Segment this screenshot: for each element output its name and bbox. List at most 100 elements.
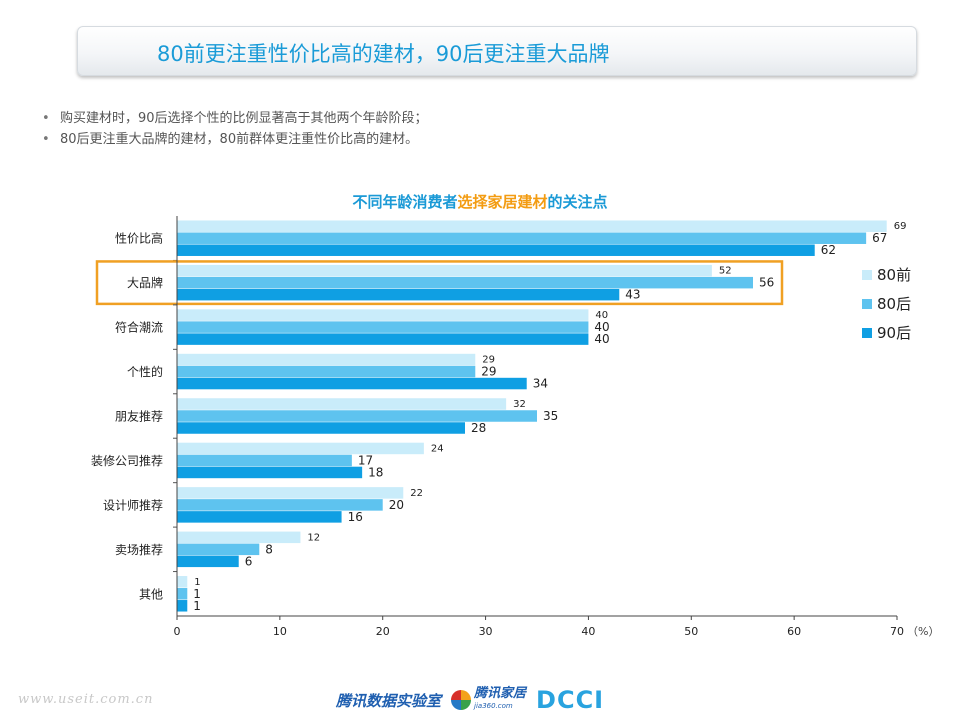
- category-label: 符合潮流: [115, 320, 163, 335]
- data-label: 56: [759, 276, 774, 290]
- x-unit-label: （%）: [907, 625, 939, 638]
- data-label: 28: [471, 421, 486, 435]
- category-label: 个性的: [127, 364, 163, 379]
- data-label: 40: [594, 320, 609, 334]
- bar-80后: [177, 232, 867, 244]
- bullet-marker: •: [42, 111, 50, 126]
- data-label: 52: [719, 266, 732, 277]
- data-label: 24: [431, 443, 444, 454]
- data-label: 20: [389, 498, 404, 512]
- bullet-marker: •: [42, 132, 50, 147]
- legend-swatch: [862, 327, 872, 338]
- tencent-data-lab-logo: 腾讯数据实验室: [336, 691, 442, 710]
- bar-80前: [177, 264, 712, 277]
- x-tick-label: 70: [890, 625, 904, 638]
- x-tick-label: 40: [581, 625, 595, 638]
- category-label: 性价比高: [115, 231, 163, 246]
- bar-80前: [177, 576, 188, 588]
- data-label: 6: [245, 554, 253, 568]
- title-banner: 80前更注重性价比高的建材，90后更注重大品牌: [77, 26, 917, 76]
- category-label: 朋友推荐: [115, 410, 163, 424]
- bar-80后: [177, 365, 476, 378]
- category-label: 卖场推荐: [115, 543, 163, 557]
- data-label: 40: [594, 332, 609, 346]
- data-label: 62: [821, 243, 836, 257]
- bar-80后: [177, 499, 383, 511]
- bar-80前: [177, 442, 424, 455]
- data-label: 22: [410, 488, 423, 499]
- data-label: 1: [193, 599, 201, 613]
- bar-80后: [177, 588, 188, 600]
- summary-bullets: • 购买建材时，90后选择个性的比例显著高于其他两个年龄阶段； • 80后更注重大品…: [42, 107, 428, 149]
- x-tick-label: 20: [376, 625, 390, 638]
- data-label: 16: [348, 510, 363, 524]
- page-title: 80前更注重性价比高的建材，90后更注重大品牌: [157, 42, 610, 66]
- data-label: 32: [513, 399, 526, 410]
- data-label: 18: [368, 465, 383, 479]
- bar-90后: [177, 466, 363, 479]
- bar-80前: [177, 309, 589, 321]
- bar-90后: [177, 333, 589, 345]
- bar-90后: [177, 511, 342, 523]
- data-label: 17: [358, 453, 373, 467]
- legend-label: 80后: [877, 295, 912, 313]
- data-label: 8: [265, 542, 273, 556]
- tencent-home-name: 腾讯家居: [474, 686, 527, 701]
- bar-90后: [177, 244, 815, 256]
- x-tick-label: 10: [273, 625, 287, 638]
- bar-80后: [177, 410, 537, 422]
- bar-90后: [177, 377, 527, 390]
- data-label: 29: [481, 365, 496, 379]
- bar-80后: [177, 276, 753, 289]
- watermark-url: www.useit.com.cn: [18, 692, 154, 707]
- legend-swatch: [862, 298, 872, 309]
- footer-logos: 腾讯数据实验室 腾讯家居 jia360.com DCCI: [336, 686, 604, 714]
- category-label: 大品牌: [127, 276, 163, 290]
- legend-item: 90后: [862, 318, 911, 347]
- bar-80后: [177, 543, 260, 556]
- data-label: 40: [595, 310, 608, 321]
- x-tick-label: 50: [684, 625, 698, 638]
- data-label: 35: [543, 409, 558, 423]
- bar-80后: [177, 454, 352, 467]
- data-label: 29: [482, 355, 495, 366]
- data-label: 1: [194, 577, 200, 588]
- tencent-home-emblem-icon: [451, 690, 472, 710]
- chart-title-part: 不同年龄消费者: [352, 193, 458, 211]
- chart-title: 不同年龄消费者选择家居建材的关注点: [0, 191, 960, 212]
- highlight-box: [95, 260, 784, 306]
- dcci-logo: DCCI: [536, 686, 605, 714]
- data-label: 1: [193, 587, 201, 601]
- bar-90后: [177, 422, 465, 434]
- tencent-home-domain: jia360.com: [474, 702, 513, 710]
- bar-90后: [177, 288, 620, 301]
- bar-80前: [177, 353, 476, 366]
- bar-90后: [177, 555, 239, 568]
- category-label: 设计师推荐: [103, 498, 163, 512]
- data-label: 12: [307, 532, 320, 543]
- bullet-text: 80后更注重大品牌的建材，80前群体更注重性价比高的建材。: [60, 132, 419, 147]
- bar-80后: [177, 321, 589, 333]
- x-tick-label: 0: [174, 625, 181, 638]
- x-tick-label: 30: [479, 625, 493, 638]
- chart-title-highlight: 选择家居建材: [457, 193, 548, 211]
- data-label: 67: [872, 231, 887, 245]
- legend-item: 80前: [862, 260, 911, 289]
- chart-legend: 80前 80后 90后: [862, 260, 911, 347]
- chart-title-part: 的关注点: [547, 193, 608, 211]
- tencent-home-logo: 腾讯家居 jia360.com: [451, 686, 527, 712]
- data-label: 69: [894, 221, 907, 232]
- legend-item: 80后: [862, 289, 911, 318]
- bullet-item: • 80后更注重大品牌的建材，80前群体更注重性价比高的建材。: [42, 128, 428, 149]
- legend-label: 90后: [877, 324, 912, 342]
- legend-label: 80前: [877, 266, 912, 284]
- category-label: 装修公司推荐: [91, 453, 163, 468]
- data-label: 43: [625, 288, 640, 302]
- bar-80前: [177, 487, 404, 499]
- bar-80前: [177, 220, 887, 232]
- x-tick-label: 60: [787, 625, 801, 638]
- bar-80前: [177, 398, 507, 410]
- bar-80前: [177, 531, 301, 544]
- bullet-text: 购买建材时，90后选择个性的比例显著高于其他两个年龄阶段；: [60, 111, 428, 126]
